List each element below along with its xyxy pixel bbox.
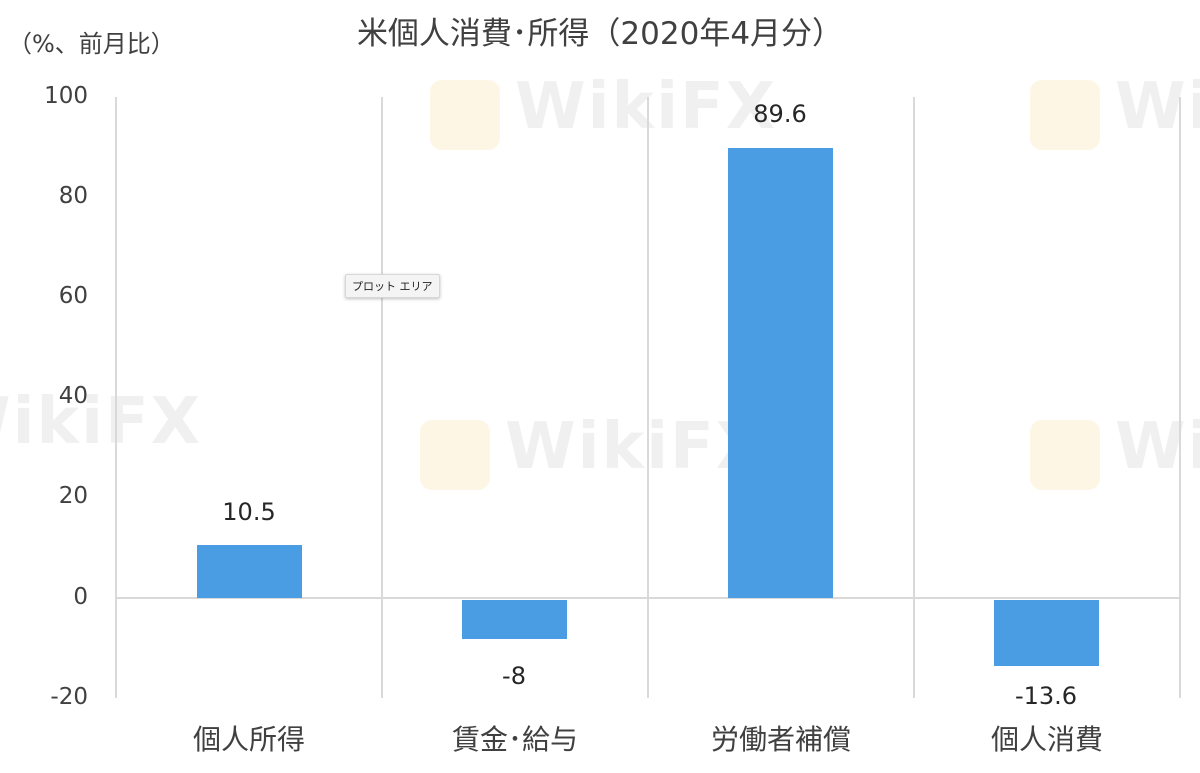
y-axis-unit-label: （%、前月比） xyxy=(8,30,175,58)
data-label: -8 xyxy=(502,662,526,690)
gridline xyxy=(1179,97,1181,698)
y-tick: 100 xyxy=(44,83,88,109)
bar-wages-salaries[interactable] xyxy=(462,600,567,639)
x-category-label: 個人所得 xyxy=(192,723,305,756)
bar-employee-compensation[interactable] xyxy=(728,148,833,598)
x-category-label: 賃金･給与 xyxy=(451,723,578,756)
data-label: -13.6 xyxy=(1014,682,1078,710)
plot-area-tooltip: プロット エリア xyxy=(345,274,440,298)
x-category-label: 個人消費 xyxy=(990,723,1103,756)
gridline xyxy=(381,97,383,698)
watermark-logo-icon xyxy=(1030,80,1100,150)
bar-personal-consumption[interactable] xyxy=(994,600,1099,666)
y-tick: 20 xyxy=(58,483,88,509)
y-tick: 60 xyxy=(58,283,88,309)
watermark-logo-icon xyxy=(1030,420,1100,490)
y-tick: 40 xyxy=(58,383,88,409)
y-tick: 80 xyxy=(58,183,88,209)
chart-title: 米個人消費･所得（2020年4月分） xyxy=(356,16,844,52)
watermark-logo-icon xyxy=(430,80,500,150)
zero-line xyxy=(116,597,1180,599)
y-tick: 0 xyxy=(73,584,88,610)
y-tick: -20 xyxy=(50,684,88,710)
data-label: 89.6 xyxy=(753,100,807,128)
watermark-text: WikiFX xyxy=(505,410,768,484)
watermark-text: WikiFX xyxy=(515,70,778,144)
x-category-label: 労働者補償 xyxy=(710,723,851,756)
gridline xyxy=(913,97,915,698)
gridline xyxy=(115,97,117,698)
bar-personal-income[interactable] xyxy=(197,545,302,598)
watermark-text: WikiFX xyxy=(0,385,203,459)
watermark-logo-icon xyxy=(420,420,490,490)
watermark-text: WikiFX xyxy=(1115,410,1200,484)
watermark-text: WikiFX xyxy=(1115,70,1200,144)
gridline xyxy=(647,97,649,698)
data-label: 10.5 xyxy=(222,498,276,526)
